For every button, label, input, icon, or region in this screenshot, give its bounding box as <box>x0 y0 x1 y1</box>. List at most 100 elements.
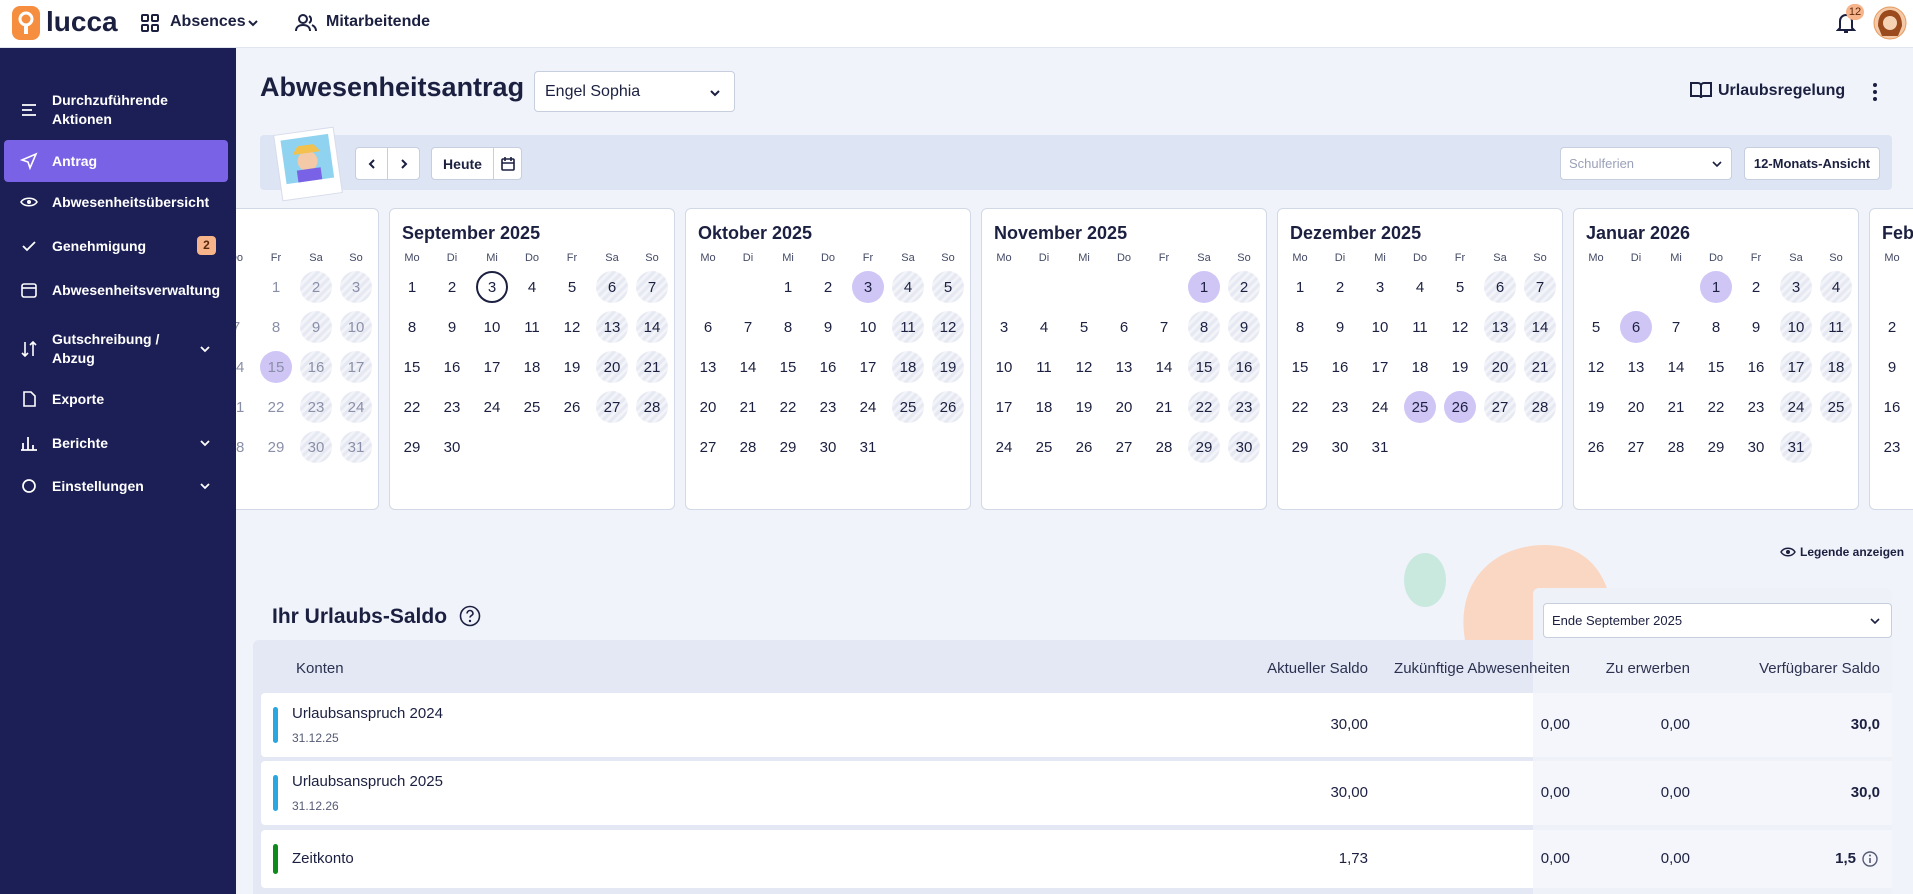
day[interactable]: 29 <box>403 438 421 456</box>
day[interactable]: 9 <box>447 318 457 336</box>
day[interactable]: 8 <box>783 318 793 336</box>
view-button[interactable]: 12-Monats-Ansicht <box>1744 147 1880 180</box>
day[interactable]: 2 <box>1335 278 1345 296</box>
day[interactable]: 13 <box>1115 358 1133 376</box>
day[interactable]: 2 <box>1887 318 1897 336</box>
day[interactable]: 9 <box>1335 318 1345 336</box>
day[interactable]: 30 <box>1228 431 1260 463</box>
day[interactable]: 18 <box>523 358 541 376</box>
day[interactable]: 2 <box>1751 278 1761 296</box>
day[interactable]: 7 <box>1159 318 1169 336</box>
day[interactable]: 19 <box>1451 358 1469 376</box>
day[interactable]: 11 <box>1820 311 1852 343</box>
day[interactable]: 4 <box>1820 271 1852 303</box>
day[interactable]: 10 <box>483 318 501 336</box>
nav-item[interactable]: Gutschreibung / Abzug <box>4 326 228 372</box>
day[interactable]: 13 <box>1627 358 1645 376</box>
day[interactable]: 16 <box>1331 358 1349 376</box>
holidays-select[interactable]: Schulferien <box>1560 147 1732 180</box>
day[interactable]: 29 <box>779 438 797 456</box>
nav-employees[interactable]: Mitarbeitende <box>326 13 431 30</box>
legend-link[interactable]: Legende anzeigen <box>1800 545 1905 559</box>
day[interactable]: 10 <box>995 358 1013 376</box>
day[interactable]: 23 <box>819 398 837 416</box>
day[interactable]: 21 <box>236 398 245 416</box>
day[interactable]: 16 <box>819 358 837 376</box>
day[interactable]: 5 <box>1591 318 1601 336</box>
day[interactable]: 21 <box>1667 398 1685 416</box>
day[interactable]: 17 <box>1371 358 1389 376</box>
nav-item[interactable]: Durchzuführende Aktionen <box>4 87 228 133</box>
day[interactable]: 5 <box>1079 318 1089 336</box>
day[interactable]: 31 <box>1780 431 1812 463</box>
day[interactable]: 30 <box>819 438 837 456</box>
day[interactable]: 6 <box>1484 271 1516 303</box>
nav-item[interactable]: Genehmigung 2 <box>4 228 228 264</box>
today-button[interactable]: Heute <box>431 147 494 180</box>
day[interactable]: 26 <box>1075 438 1093 456</box>
day[interactable]: 16 <box>1747 358 1765 376</box>
employee-select[interactable]: Engel Sophia <box>534 71 735 112</box>
day[interactable]: 24 <box>1371 398 1389 416</box>
day[interactable]: 15 <box>1707 358 1725 376</box>
day[interactable]: 8 <box>1188 311 1220 343</box>
day[interactable]: 8 <box>271 318 281 336</box>
day[interactable]: 31 <box>859 438 877 456</box>
day[interactable]: 22 <box>1188 391 1220 423</box>
day[interactable]: 1 <box>1188 271 1220 303</box>
nav-item[interactable]: Exporte <box>4 381 228 417</box>
day[interactable]: 9 <box>300 311 332 343</box>
day[interactable]: 19 <box>932 351 964 383</box>
day[interactable]: 2 <box>447 278 457 296</box>
day[interactable]: 22 <box>403 398 421 416</box>
day[interactable]: 5 <box>567 278 577 296</box>
day[interactable]: 25 <box>1404 391 1436 423</box>
day[interactable]: 18 <box>1411 358 1429 376</box>
day[interactable]: 23 <box>443 398 461 416</box>
date-picker-button[interactable] <box>493 147 522 180</box>
day[interactable]: 26 <box>1587 438 1605 456</box>
day[interactable]: 26 <box>932 391 964 423</box>
day[interactable]: 22 <box>1707 398 1725 416</box>
day[interactable]: 7 <box>1671 318 1681 336</box>
day[interactable]: 18 <box>1035 398 1053 416</box>
day[interactable]: 17 <box>1780 351 1812 383</box>
day[interactable]: 24 <box>1780 391 1812 423</box>
day[interactable]: 22 <box>267 398 285 416</box>
day[interactable]: 20 <box>1484 351 1516 383</box>
day[interactable]: 21 <box>1155 398 1173 416</box>
day[interactable]: 6 <box>1119 318 1129 336</box>
day[interactable]: 3 <box>1780 271 1812 303</box>
day[interactable]: 30 <box>300 431 332 463</box>
day[interactable]: 16 <box>300 351 332 383</box>
day[interactable]: 3 <box>1375 278 1385 296</box>
day[interactable]: 3 <box>476 271 508 303</box>
day[interactable]: 1 <box>407 278 417 296</box>
day[interactable]: 23 <box>1228 391 1260 423</box>
day[interactable]: 24 <box>340 391 372 423</box>
day[interactable]: 14 <box>236 358 245 376</box>
day[interactable]: 11 <box>524 318 540 336</box>
day[interactable]: 16 <box>1228 351 1260 383</box>
day[interactable]: 30 <box>1747 438 1765 456</box>
next-button[interactable] <box>387 147 420 180</box>
day[interactable]: 21 <box>636 351 668 383</box>
day[interactable]: 29 <box>1707 438 1725 456</box>
day[interactable]: 20 <box>1115 398 1133 416</box>
policy-link[interactable]: Urlaubsregelung <box>1718 82 1846 99</box>
day[interactable]: 4 <box>1039 318 1049 336</box>
day[interactable]: 29 <box>1188 431 1220 463</box>
day[interactable]: 1 <box>1295 278 1305 296</box>
day[interactable]: 9 <box>1228 311 1260 343</box>
day[interactable]: 28 <box>1155 438 1173 456</box>
day[interactable]: 12 <box>1451 318 1469 336</box>
nav-item[interactable]: Antrag <box>4 140 228 182</box>
day[interactable]: 15 <box>1291 358 1309 376</box>
help-icon[interactable] <box>459 605 481 627</box>
day[interactable]: 15 <box>779 358 797 376</box>
day[interactable]: 18 <box>1820 351 1852 383</box>
day[interactable]: 11 <box>1036 358 1052 376</box>
day[interactable]: 19 <box>1075 398 1093 416</box>
day[interactable]: 6 <box>596 271 628 303</box>
day[interactable]: 28 <box>739 438 757 456</box>
